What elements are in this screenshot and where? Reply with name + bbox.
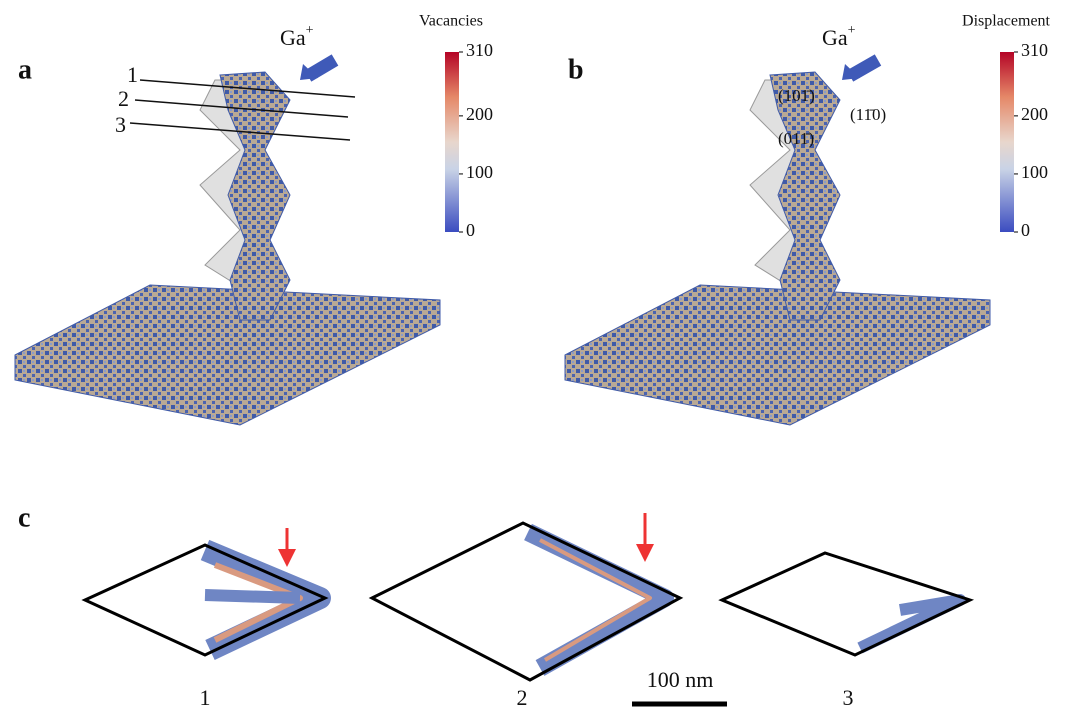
section-outline bbox=[372, 523, 680, 680]
section-label: 2 bbox=[517, 685, 528, 710]
cut-label: 3 bbox=[115, 112, 126, 137]
colorbar-title: Displacement bbox=[962, 13, 1051, 30]
colorbar-tick-label: 310 bbox=[1021, 40, 1048, 60]
panel-b: b (101̄) (11̄0) (011̄) Ga+ bbox=[565, 23, 990, 425]
panel-label: c bbox=[18, 502, 30, 533]
substrate bbox=[565, 285, 990, 425]
colorbar-tick-label: 200 bbox=[1021, 104, 1048, 124]
colorbar-tick-label: 0 bbox=[1021, 220, 1030, 240]
ion-label: Ga+ bbox=[280, 23, 314, 50]
plane-label: (11̄0) bbox=[850, 105, 886, 124]
ion-charge: + bbox=[848, 23, 856, 38]
panel-label: b bbox=[568, 54, 584, 85]
pillar bbox=[770, 72, 840, 320]
figure: a 1 2 3 Ga+ b (101̄) (11̄0) (011̄) Ga+ c bbox=[0, 0, 1065, 716]
colorbar-tick-label: 310 bbox=[466, 40, 493, 60]
section-label: 1 bbox=[200, 685, 211, 710]
colorbar-title: Vacancies bbox=[419, 13, 483, 30]
cut-label: 2 bbox=[118, 86, 129, 111]
colorbar-tick-label: 100 bbox=[466, 162, 493, 182]
colorbar-tick-label: 0 bbox=[466, 220, 475, 240]
colorbar-tick-label: 200 bbox=[466, 104, 493, 124]
ion: Ga bbox=[822, 25, 848, 50]
colorbar bbox=[1000, 52, 1014, 232]
scale-bar-label: 100 nm bbox=[647, 667, 714, 692]
plane-label: (101̄) bbox=[778, 86, 815, 105]
colorbar bbox=[445, 52, 459, 232]
section-label: 3 bbox=[843, 685, 854, 710]
panel-c: c 1 2 3 100 nm bbox=[18, 502, 970, 710]
panel-a: a 1 2 3 Ga+ bbox=[15, 23, 440, 425]
ion-label: Ga+ bbox=[822, 23, 856, 50]
ion: Ga bbox=[280, 25, 306, 50]
plane-label: (011̄) bbox=[778, 129, 814, 148]
colorbar-tick-label: 100 bbox=[1021, 162, 1048, 182]
ion-charge: + bbox=[306, 23, 314, 38]
substrate bbox=[15, 285, 440, 425]
panel-label: a bbox=[18, 54, 32, 85]
cut-label: 1 bbox=[127, 62, 138, 87]
